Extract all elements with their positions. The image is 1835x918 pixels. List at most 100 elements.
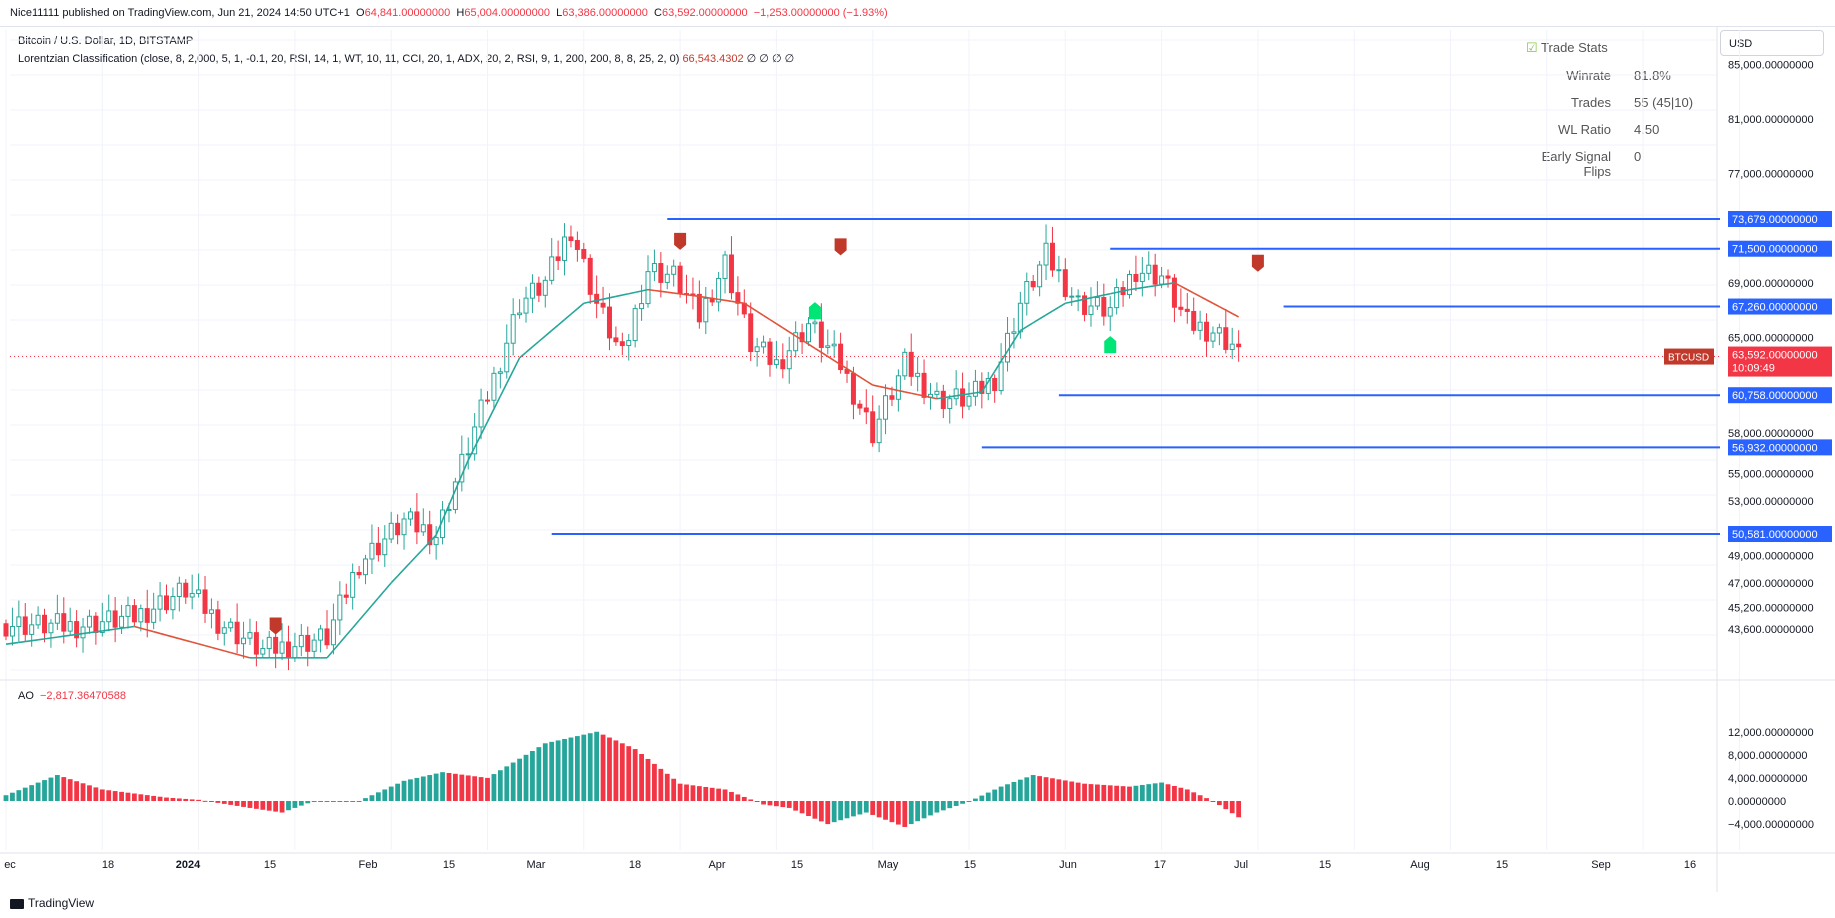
ao-bar xyxy=(831,801,837,823)
ao-bar xyxy=(619,743,625,801)
ma-segment xyxy=(1039,314,1047,320)
candles xyxy=(3,223,1242,671)
ma-segment xyxy=(1097,294,1104,298)
ao-bar xyxy=(857,801,863,815)
ma-segment xyxy=(224,650,231,654)
ao-bar xyxy=(517,758,522,801)
ao-bar xyxy=(286,801,291,811)
ao-bar xyxy=(600,734,606,801)
ao-bar xyxy=(369,795,375,801)
currency-selector[interactable]: USD xyxy=(1720,30,1824,56)
ma-segment xyxy=(891,388,899,392)
candle-body xyxy=(112,610,118,628)
footer-brand[interactable]: TradingView xyxy=(10,896,94,910)
ao-bar xyxy=(202,800,208,802)
ao-bar xyxy=(337,801,343,802)
candle-body xyxy=(29,624,35,635)
ma-segment xyxy=(211,646,219,650)
ao-tick-label: −4,000.00000000 xyxy=(1728,819,1814,831)
ma-segment xyxy=(454,474,463,491)
candle-body xyxy=(67,621,73,632)
candle-body xyxy=(773,359,779,365)
ao-bar xyxy=(613,740,619,801)
ao-bar xyxy=(1146,784,1152,801)
ao-bar xyxy=(523,754,529,801)
candle-body xyxy=(915,372,921,377)
candle-body xyxy=(786,350,792,370)
ao-bar xyxy=(863,801,869,813)
level-label: 73,679.00000000 xyxy=(1732,214,1818,226)
ao-bar xyxy=(581,734,587,801)
candle-body xyxy=(221,627,227,634)
price-tick-label: 81,000.00000000 xyxy=(1728,114,1814,126)
ma-segment xyxy=(692,294,700,298)
candle-body xyxy=(382,538,388,556)
publish-bar: Nice11111 published on TradingView.com, … xyxy=(0,0,1835,27)
ma-segment xyxy=(519,351,527,359)
ma-segment xyxy=(872,384,880,388)
ma-segment xyxy=(962,393,970,396)
ao-bar xyxy=(562,738,567,801)
ma-segment xyxy=(1219,305,1227,311)
candle-body xyxy=(594,293,600,304)
candle-body xyxy=(639,303,645,310)
candle-body xyxy=(3,623,9,637)
price-chart[interactable]: 73,679.00000000 71,500.00000000 67,260.000… xyxy=(0,0,1835,892)
ao-bar xyxy=(1056,779,1062,801)
ma-segment xyxy=(1052,306,1060,312)
candle-body xyxy=(574,240,580,250)
ma-segment xyxy=(121,626,129,630)
price-tick-label: 77,000.00000000 xyxy=(1728,169,1814,181)
ao-bar xyxy=(960,801,965,804)
ao-bar xyxy=(215,801,221,803)
candle-body xyxy=(228,621,234,629)
candle-body xyxy=(1197,321,1203,331)
price-tick-label: 45,200.00000000 xyxy=(1728,602,1814,614)
ma-segment xyxy=(37,638,45,641)
time-tick-label: 15 xyxy=(443,859,455,871)
candle-body xyxy=(1165,275,1171,279)
ao-bar xyxy=(42,780,47,801)
ma-segment xyxy=(57,635,64,638)
candle-body xyxy=(651,263,657,273)
time-tick-label: ec xyxy=(4,859,16,871)
ma-segment xyxy=(788,331,797,337)
ma-segment xyxy=(731,300,739,304)
ao-bar xyxy=(587,733,593,801)
candle-body xyxy=(189,592,195,598)
ao-bar xyxy=(761,801,766,805)
ma-segment xyxy=(590,299,597,303)
indicator-empty-values: ∅ ∅ ∅ ∅ xyxy=(746,53,795,65)
ma-segment xyxy=(718,298,726,302)
symbol-legend[interactable]: Bitcoin / U.S. Dollar, 1D, BITSTAMP xyxy=(18,35,194,47)
ao-bar xyxy=(125,792,131,801)
ma-segment xyxy=(358,612,367,621)
ao-bar xyxy=(542,743,548,801)
ma-segment xyxy=(1084,297,1092,300)
ao-bar xyxy=(74,781,80,801)
candle-body xyxy=(1062,269,1068,297)
ma-segment xyxy=(1071,299,1079,303)
ao-bar xyxy=(234,801,240,806)
candle-body xyxy=(921,372,927,398)
ao-bar xyxy=(729,791,734,801)
ma-segment xyxy=(878,385,886,389)
indicator-legend[interactable]: Lorentzian Classification (close, 8, 2,0… xyxy=(18,52,794,65)
ao-bar xyxy=(639,754,644,801)
ao-bar xyxy=(132,793,137,801)
ma-segment xyxy=(795,335,803,341)
ao-bar xyxy=(292,801,298,808)
indicator-params: Lorentzian Classification (close, 8, 2,0… xyxy=(18,53,680,65)
ma-segment xyxy=(1212,302,1220,308)
ao-bar xyxy=(22,787,28,801)
ma-segment xyxy=(686,293,694,297)
ao-bar xyxy=(491,774,497,801)
candle-body xyxy=(356,571,362,576)
candle-body xyxy=(311,639,317,652)
ma-segment xyxy=(544,329,553,337)
ma-segment xyxy=(95,630,103,633)
ma-segment xyxy=(763,314,771,321)
ao-label: AO xyxy=(18,690,34,702)
ma-segment xyxy=(18,640,26,644)
ao-bar xyxy=(61,777,67,801)
